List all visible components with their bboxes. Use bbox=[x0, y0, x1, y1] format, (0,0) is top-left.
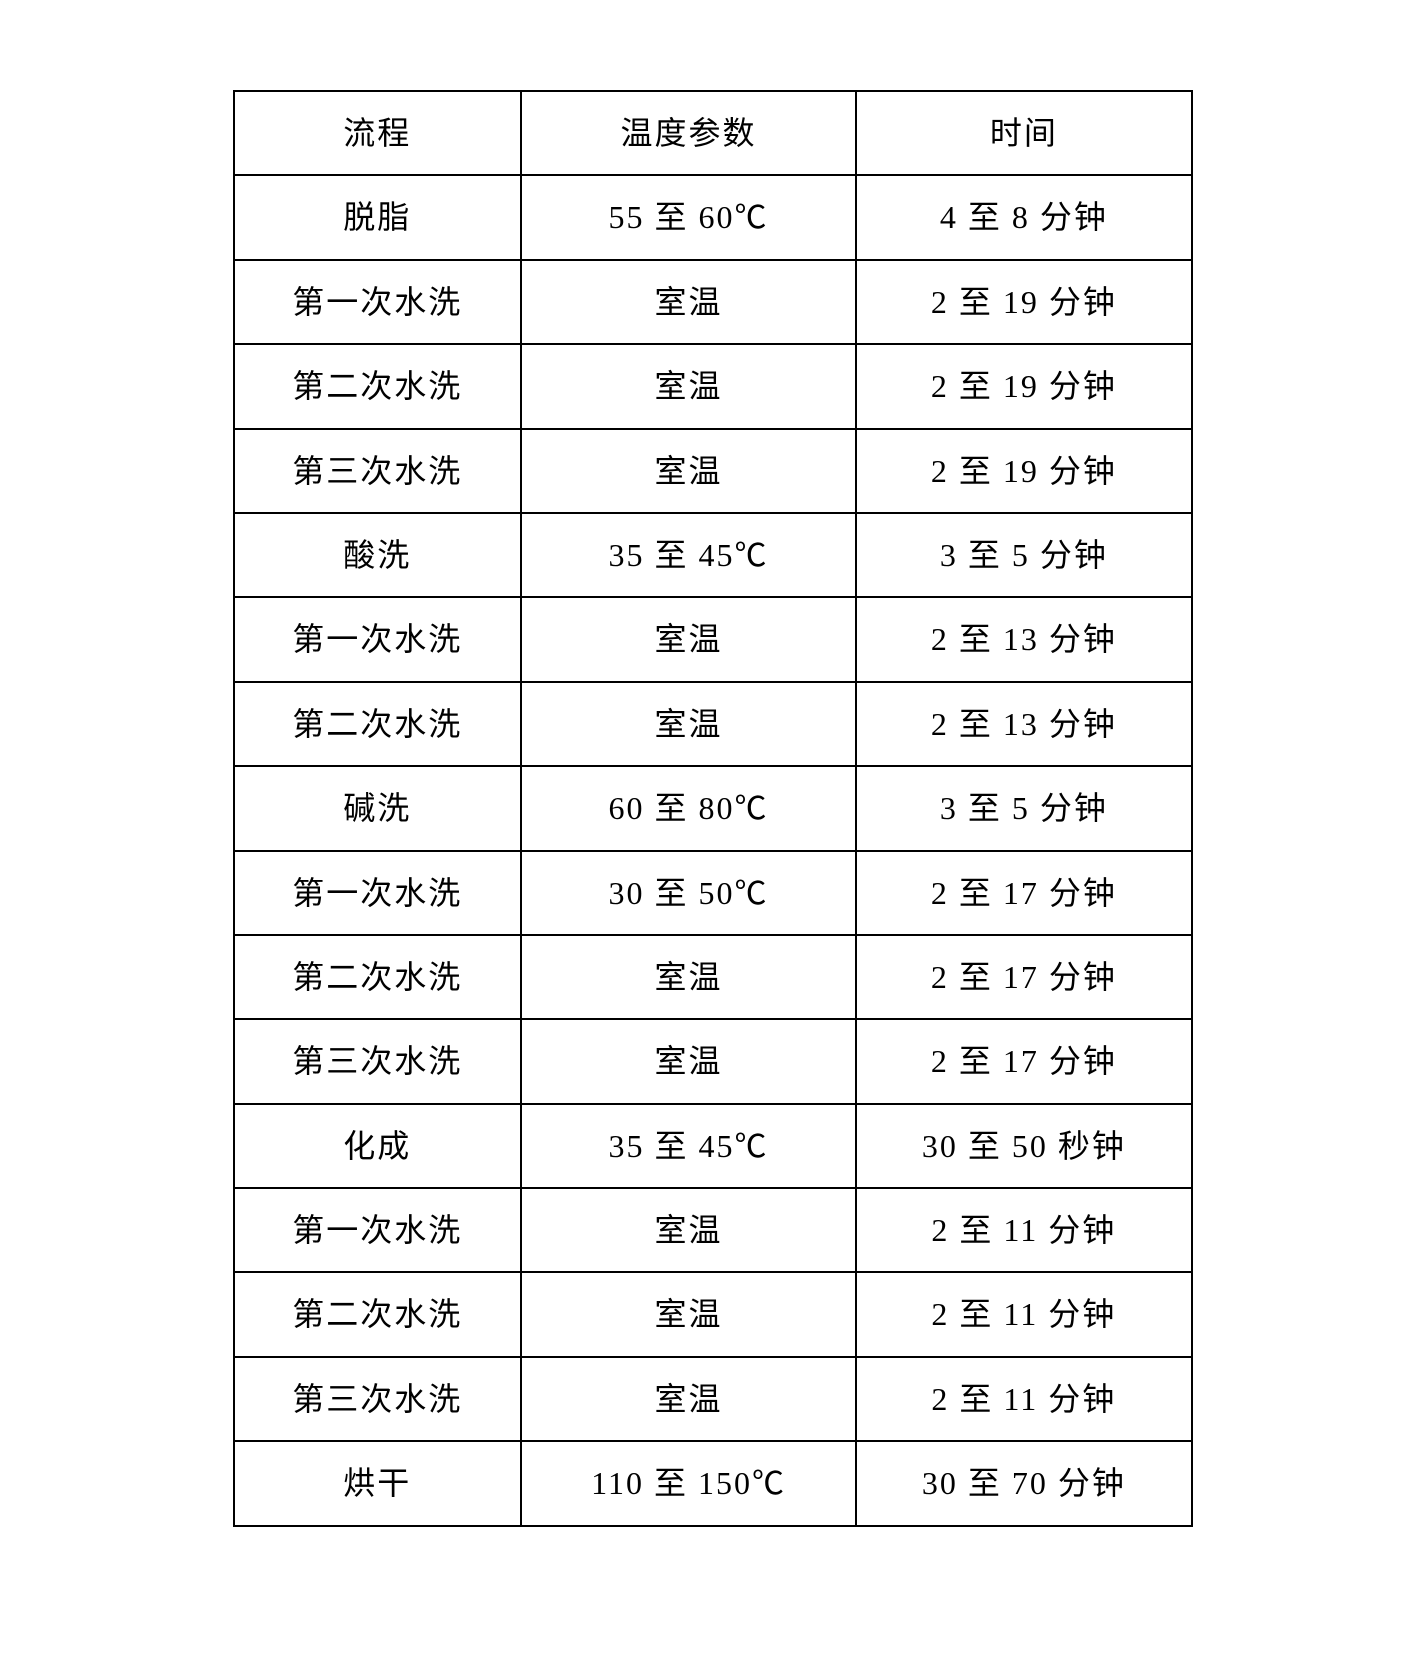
cell-time: 30 至 70 分钟 bbox=[856, 1441, 1191, 1525]
cell-process: 第二次水洗 bbox=[234, 682, 521, 766]
table-row: 第二次水洗 室温 2 至 13 分钟 bbox=[234, 682, 1192, 766]
cell-temperature: 室温 bbox=[521, 260, 856, 344]
table-row: 第二次水洗 室温 2 至 11 分钟 bbox=[234, 1272, 1192, 1356]
header-process: 流程 bbox=[234, 91, 521, 175]
cell-temperature: 室温 bbox=[521, 1272, 856, 1356]
table-body: 流程 温度参数 时间 脱脂 55 至 60℃ 4 至 8 分钟 第一次水洗 室温… bbox=[234, 91, 1192, 1526]
table-row: 化成 35 至 45℃ 30 至 50 秒钟 bbox=[234, 1104, 1192, 1188]
cell-time: 2 至 11 分钟 bbox=[856, 1272, 1191, 1356]
process-parameters-table: 流程 温度参数 时间 脱脂 55 至 60℃ 4 至 8 分钟 第一次水洗 室温… bbox=[233, 90, 1193, 1527]
process-table-container: 流程 温度参数 时间 脱脂 55 至 60℃ 4 至 8 分钟 第一次水洗 室温… bbox=[233, 90, 1193, 1527]
cell-temperature: 室温 bbox=[521, 1357, 856, 1441]
table-row: 第一次水洗 室温 2 至 11 分钟 bbox=[234, 1188, 1192, 1272]
cell-process: 第二次水洗 bbox=[234, 935, 521, 1019]
cell-temperature: 室温 bbox=[521, 344, 856, 428]
cell-temperature: 室温 bbox=[521, 429, 856, 513]
cell-time: 2 至 17 分钟 bbox=[856, 935, 1191, 1019]
cell-process: 第三次水洗 bbox=[234, 429, 521, 513]
table-row: 酸洗 35 至 45℃ 3 至 5 分钟 bbox=[234, 513, 1192, 597]
cell-time: 3 至 5 分钟 bbox=[856, 513, 1191, 597]
cell-temperature: 60 至 80℃ bbox=[521, 766, 856, 850]
cell-time: 4 至 8 分钟 bbox=[856, 175, 1191, 259]
table-row: 第一次水洗 室温 2 至 13 分钟 bbox=[234, 597, 1192, 681]
cell-temperature: 30 至 50℃ bbox=[521, 851, 856, 935]
header-temperature: 温度参数 bbox=[521, 91, 856, 175]
table-row: 烘干 110 至 150℃ 30 至 70 分钟 bbox=[234, 1441, 1192, 1525]
cell-time: 2 至 19 分钟 bbox=[856, 429, 1191, 513]
cell-temperature: 35 至 45℃ bbox=[521, 513, 856, 597]
cell-time: 2 至 19 分钟 bbox=[856, 344, 1191, 428]
cell-time: 2 至 13 分钟 bbox=[856, 597, 1191, 681]
table-row: 第三次水洗 室温 2 至 19 分钟 bbox=[234, 429, 1192, 513]
table-row: 第三次水洗 室温 2 至 11 分钟 bbox=[234, 1357, 1192, 1441]
cell-time: 2 至 13 分钟 bbox=[856, 682, 1191, 766]
table-row: 第二次水洗 室温 2 至 17 分钟 bbox=[234, 935, 1192, 1019]
cell-temperature: 110 至 150℃ bbox=[521, 1441, 856, 1525]
cell-temperature: 35 至 45℃ bbox=[521, 1104, 856, 1188]
cell-time: 30 至 50 秒钟 bbox=[856, 1104, 1191, 1188]
cell-time: 2 至 17 分钟 bbox=[856, 851, 1191, 935]
cell-time: 3 至 5 分钟 bbox=[856, 766, 1191, 850]
table-header-row: 流程 温度参数 时间 bbox=[234, 91, 1192, 175]
cell-temperature: 室温 bbox=[521, 597, 856, 681]
cell-process: 酸洗 bbox=[234, 513, 521, 597]
cell-process: 第一次水洗 bbox=[234, 260, 521, 344]
cell-process: 第一次水洗 bbox=[234, 851, 521, 935]
cell-time: 2 至 19 分钟 bbox=[856, 260, 1191, 344]
table-row: 脱脂 55 至 60℃ 4 至 8 分钟 bbox=[234, 175, 1192, 259]
cell-time: 2 至 17 分钟 bbox=[856, 1019, 1191, 1103]
table-row: 第二次水洗 室温 2 至 19 分钟 bbox=[234, 344, 1192, 428]
cell-temperature: 室温 bbox=[521, 682, 856, 766]
cell-process: 碱洗 bbox=[234, 766, 521, 850]
cell-temperature: 室温 bbox=[521, 935, 856, 1019]
cell-process: 脱脂 bbox=[234, 175, 521, 259]
cell-process: 第三次水洗 bbox=[234, 1019, 521, 1103]
cell-process: 第二次水洗 bbox=[234, 344, 521, 428]
table-row: 第一次水洗 室温 2 至 19 分钟 bbox=[234, 260, 1192, 344]
cell-time: 2 至 11 分钟 bbox=[856, 1357, 1191, 1441]
cell-time: 2 至 11 分钟 bbox=[856, 1188, 1191, 1272]
cell-process: 第二次水洗 bbox=[234, 1272, 521, 1356]
header-time: 时间 bbox=[856, 91, 1191, 175]
cell-process: 第三次水洗 bbox=[234, 1357, 521, 1441]
cell-process: 化成 bbox=[234, 1104, 521, 1188]
cell-temperature: 55 至 60℃ bbox=[521, 175, 856, 259]
cell-temperature: 室温 bbox=[521, 1188, 856, 1272]
cell-process: 烘干 bbox=[234, 1441, 521, 1525]
cell-process: 第一次水洗 bbox=[234, 597, 521, 681]
table-row: 第一次水洗 30 至 50℃ 2 至 17 分钟 bbox=[234, 851, 1192, 935]
table-row: 第三次水洗 室温 2 至 17 分钟 bbox=[234, 1019, 1192, 1103]
table-row: 碱洗 60 至 80℃ 3 至 5 分钟 bbox=[234, 766, 1192, 850]
cell-temperature: 室温 bbox=[521, 1019, 856, 1103]
cell-process: 第一次水洗 bbox=[234, 1188, 521, 1272]
